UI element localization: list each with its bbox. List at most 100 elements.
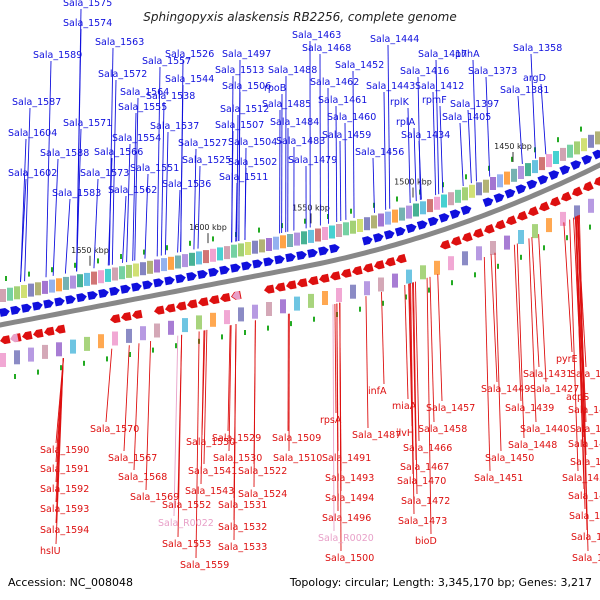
category-block bbox=[224, 310, 230, 325]
bottom-gene-label: Sala_1553 bbox=[162, 539, 211, 550]
marker-dash bbox=[175, 343, 177, 349]
bottom-gene-label: Sala_1594 bbox=[40, 525, 89, 536]
bottom-gene-label: Sala_1407 bbox=[570, 369, 600, 380]
reverse-gene-arrow bbox=[374, 260, 385, 270]
bottom-leader-line bbox=[528, 238, 537, 423]
bottom-leader-line bbox=[381, 291, 385, 385]
bottom-leader-line bbox=[177, 334, 183, 538]
top-gene-label: Sala_1574 bbox=[63, 18, 112, 29]
category-block bbox=[420, 201, 426, 215]
category-block bbox=[161, 258, 167, 272]
category-block bbox=[266, 238, 272, 251]
category-block bbox=[588, 198, 594, 213]
marker-dash bbox=[428, 287, 430, 293]
rna-gene-arrow bbox=[10, 333, 19, 343]
category-block bbox=[238, 243, 244, 257]
forward-gene-arrow bbox=[570, 160, 582, 171]
category-block bbox=[476, 182, 482, 196]
bottom-leader-line bbox=[569, 219, 579, 472]
category-block bbox=[483, 179, 489, 193]
scale-ticks: 1650 kbp 1600 kbp 1550 kbp 1500 kbp 1450 kbp bbox=[71, 142, 532, 266]
category-block bbox=[490, 177, 496, 190]
top-leader-line bbox=[24, 107, 31, 282]
bottom-leader-line bbox=[55, 358, 64, 545]
category-block bbox=[28, 347, 34, 362]
bottom-gene-label: acpS bbox=[566, 392, 589, 403]
top-gene-label: Sala_1563 bbox=[95, 37, 144, 48]
bottom-gene-label: Sala_1450 bbox=[485, 453, 534, 464]
category-block bbox=[217, 247, 223, 261]
bottom-leader-line bbox=[483, 257, 491, 472]
bottom-gene-label: Sala_1500 bbox=[325, 553, 374, 564]
marker-dash bbox=[580, 126, 582, 132]
category-block bbox=[357, 219, 363, 232]
top-leader-line bbox=[144, 173, 149, 259]
forward-gene-arrow bbox=[208, 267, 219, 277]
bottom-gene-label: Sala_1487 bbox=[352, 430, 401, 441]
top-leader-line bbox=[235, 182, 238, 242]
bottom-gene-label: Sala_1467 bbox=[400, 462, 449, 473]
forward-gene-arrow bbox=[427, 216, 439, 227]
bottom-gene-label: Sala_1496 bbox=[322, 513, 371, 524]
bottom-gene-label: Sala_1593 bbox=[40, 504, 89, 515]
category-block bbox=[280, 299, 286, 314]
marker-dash bbox=[74, 262, 76, 268]
bottom-leader-line bbox=[203, 329, 208, 465]
top-gene-label: Sala_1459 bbox=[322, 130, 371, 141]
reverse-gene-arrow bbox=[539, 201, 550, 212]
bottom-leader-line bbox=[513, 244, 522, 402]
bottom-leader-line bbox=[494, 252, 502, 452]
forward-gene-arrow bbox=[296, 251, 307, 261]
category-block bbox=[406, 269, 412, 284]
category-block bbox=[350, 284, 356, 299]
category-block bbox=[56, 278, 62, 292]
top-leader-line bbox=[335, 105, 338, 222]
bottom-leader-line bbox=[429, 276, 435, 423]
bottom-leader-line bbox=[576, 216, 586, 510]
bottom-leader-line bbox=[575, 216, 585, 490]
bottom-gene-label: Sala_1451 bbox=[474, 473, 523, 484]
reverse-gene-arrow bbox=[187, 299, 198, 309]
marker-dash bbox=[258, 227, 260, 233]
top-gene-label: Sala_1554 bbox=[112, 133, 161, 144]
marker-dash bbox=[143, 249, 145, 255]
bottom-leader-line bbox=[577, 215, 588, 531]
bottom-leader-line bbox=[233, 324, 237, 541]
bottom-gene-label: Sala_1432 bbox=[568, 491, 600, 502]
reverse-gene-arrow bbox=[132, 309, 143, 319]
category-block bbox=[434, 260, 440, 275]
top-leader-line bbox=[236, 114, 239, 242]
bottom-gene-label: Sala_1473 bbox=[398, 516, 447, 527]
forward-gene-arrow bbox=[405, 223, 417, 234]
category-block bbox=[518, 230, 524, 244]
marker-dash bbox=[442, 182, 444, 188]
marker-dash bbox=[5, 276, 7, 281]
forward-gene-arrow bbox=[504, 188, 516, 199]
top-gene-label: Sala_1484 bbox=[270, 117, 319, 128]
marker-dash bbox=[465, 174, 467, 180]
bottom-gene-label: Sala_1414 bbox=[568, 405, 600, 416]
reverse-gene-arrow bbox=[121, 311, 132, 321]
reverse-gene-arrow bbox=[198, 297, 209, 307]
bottom-leader-line bbox=[123, 345, 130, 452]
bottom-gene-label: Sala_1533 bbox=[218, 542, 267, 553]
top-gene-label: Sala_1443 bbox=[366, 81, 415, 92]
forward-gene-arrow bbox=[164, 276, 175, 286]
top-leader-line bbox=[352, 70, 355, 218]
top-leader-line bbox=[417, 76, 421, 200]
bottom-gene-label: Sala_1590 bbox=[40, 445, 89, 456]
category-block bbox=[105, 268, 111, 282]
bottom-gene-label: Sala_1569 bbox=[130, 492, 179, 503]
category-block bbox=[42, 280, 48, 294]
marker-dash bbox=[221, 334, 223, 340]
top-gene-label: Sala_1602 bbox=[8, 168, 57, 179]
top-leader-line bbox=[177, 189, 181, 253]
bottom-leader-line bbox=[145, 341, 152, 491]
bottom-leader-line bbox=[412, 282, 417, 461]
forward-gene-arrow bbox=[76, 293, 87, 303]
category-block bbox=[315, 228, 321, 242]
bottom-leader-line bbox=[332, 304, 335, 532]
top-leader-line bbox=[134, 97, 139, 261]
top-leader-line bbox=[244, 167, 247, 240]
category-block bbox=[371, 215, 377, 229]
